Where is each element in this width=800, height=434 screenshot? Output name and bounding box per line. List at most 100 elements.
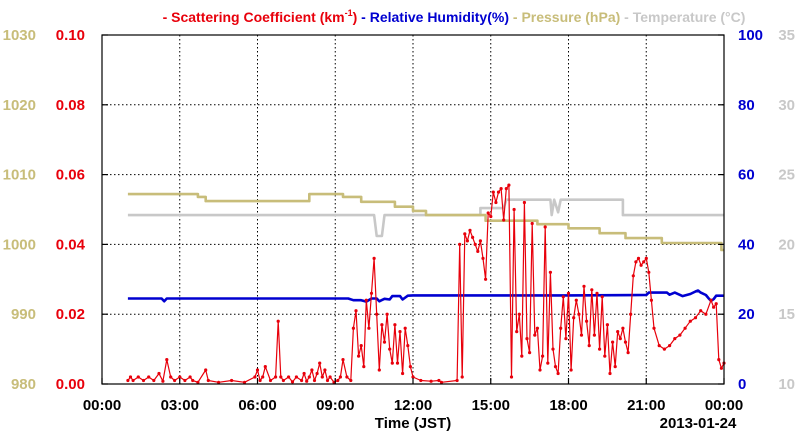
data-point-scat <box>165 358 169 362</box>
data-point-scat <box>161 379 165 383</box>
data-point-scat <box>336 378 340 383</box>
data-point-scat <box>644 256 648 260</box>
data-point-scat <box>473 242 477 246</box>
data-point-scat <box>465 239 469 243</box>
humidity-tick-label: 100 <box>738 27 763 44</box>
data-point-scat <box>587 344 591 348</box>
scattering-tick-label: 0.08 <box>56 97 85 114</box>
x-tick-label: 00:00 <box>83 397 121 414</box>
data-point-scat <box>528 351 532 355</box>
data-point-scat <box>652 326 656 330</box>
humidity-tick-label: 60 <box>738 167 755 184</box>
data-point-scat <box>268 378 273 383</box>
data-point-scat <box>538 368 542 372</box>
data-point-scat <box>577 312 581 316</box>
data-point-scat <box>579 333 584 337</box>
data-point-scat <box>566 291 571 295</box>
data-point-scat <box>377 368 381 372</box>
scattering-tick-label: 0.06 <box>56 167 85 184</box>
temperature-tick-label: 10 <box>778 376 795 393</box>
data-point-scat <box>618 337 622 341</box>
data-point-scat <box>390 361 394 365</box>
data-point-scat <box>712 305 716 309</box>
temperature-tick-label: 30 <box>778 97 795 114</box>
series-line-scat <box>127 184 725 383</box>
data-point-scat <box>603 354 607 358</box>
data-point-scat <box>307 375 311 379</box>
data-point-scat <box>419 378 423 383</box>
data-point-scat <box>178 375 182 379</box>
data-point-scat <box>325 378 330 383</box>
series-line-rh <box>127 289 724 303</box>
data-point-scat <box>561 295 565 299</box>
data-point-scat <box>478 239 482 243</box>
data-point-scat <box>403 326 407 330</box>
data-point-scat <box>491 190 495 194</box>
data-point-scat <box>512 207 516 212</box>
data-point-scat <box>662 347 667 351</box>
data-point-scat <box>385 312 389 316</box>
data-point-scat <box>393 323 397 327</box>
data-point-scat <box>357 354 361 358</box>
data-point-scat <box>126 378 130 383</box>
data-point-scat <box>699 309 703 313</box>
data-point-scat <box>535 326 540 330</box>
x-tick-label: 21:00 <box>627 397 665 414</box>
humidity-tick-label: 20 <box>738 306 755 323</box>
data-point-scat <box>704 312 708 316</box>
data-point-scat <box>401 371 405 376</box>
data-point-scat <box>455 378 459 383</box>
data-point-scat <box>183 378 187 383</box>
data-point-scat <box>688 319 692 323</box>
data-point-scat <box>496 190 501 194</box>
data-point-scat <box>429 379 433 383</box>
data-point-scat <box>569 368 573 372</box>
temperature-tick-label: 20 <box>778 236 795 253</box>
data-point-scat <box>395 361 400 365</box>
data-point-scat <box>574 298 578 302</box>
series-layer <box>126 183 726 384</box>
data-point-scat <box>345 375 349 379</box>
temperature-tick-label: 25 <box>778 167 795 184</box>
data-point-scat <box>525 337 529 341</box>
data-point-scat <box>294 375 298 379</box>
data-point-scat <box>369 291 374 295</box>
legend-item-pres: - Pressure (hPa) <box>509 9 620 25</box>
data-point-scat <box>639 263 643 267</box>
data-point-scat <box>468 228 472 232</box>
data-point-scat <box>141 378 146 383</box>
data-point-scat <box>263 365 267 369</box>
data-point-scat <box>709 298 713 302</box>
x-tick-label: 00:00 <box>705 397 743 414</box>
data-point-scat <box>359 344 363 348</box>
data-point-scat <box>629 312 633 316</box>
data-point-scat <box>437 378 441 383</box>
scattering-tick-label: 0.00 <box>56 376 85 393</box>
data-point-scat <box>258 378 262 383</box>
data-point-scat <box>255 368 260 372</box>
data-point-scat <box>341 358 345 362</box>
legend: - Scattering Coefficient (km-1) - Relati… <box>163 8 746 25</box>
data-point-scat <box>169 375 173 379</box>
legend-item-tail: °C) <box>725 9 745 25</box>
data-point-scat <box>605 323 610 327</box>
data-point-scat <box>634 260 638 264</box>
scattering-tick-label: 0.02 <box>56 306 85 323</box>
humidity-tick-label: 0 <box>738 376 746 393</box>
data-point-scat <box>463 232 467 236</box>
data-point-scat <box>608 371 612 376</box>
pressure-tick-label: 990 <box>11 306 36 323</box>
data-point-scat <box>131 378 135 383</box>
data-point-scat <box>380 323 384 327</box>
data-point-scat <box>517 312 521 316</box>
temperature-tick-label: 15 <box>778 306 795 323</box>
data-point-scat <box>481 256 485 260</box>
data-point-scat <box>204 368 208 372</box>
data-point-scat <box>287 375 291 379</box>
data-point-scat <box>520 354 524 358</box>
humidity-tick-label: 40 <box>738 236 755 253</box>
data-point-scat <box>315 371 319 376</box>
axes-layer: 00:00 03:00 06:00 09:00 12:00 15:00 18:00 21:00… <box>3 27 795 414</box>
x-tick-label: 15:00 <box>472 397 510 414</box>
data-point-scat <box>621 326 625 330</box>
